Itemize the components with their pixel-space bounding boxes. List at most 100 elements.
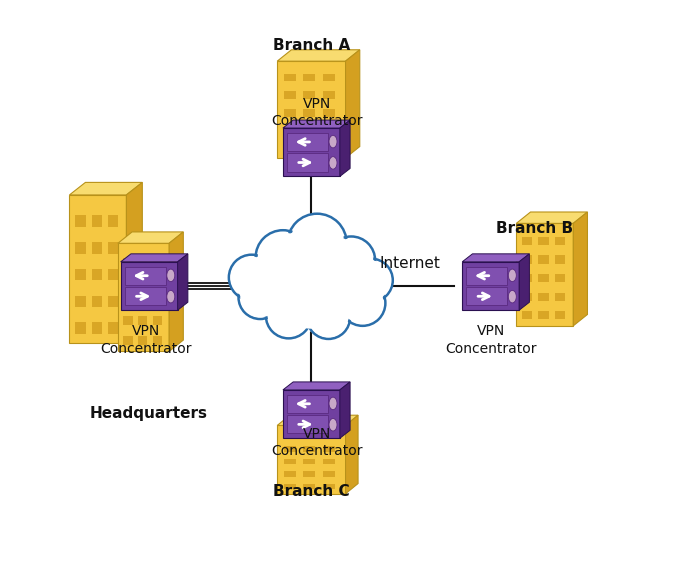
Polygon shape (127, 182, 142, 343)
Bar (108, 323, 118, 334)
Polygon shape (516, 212, 588, 224)
Text: Branch B: Branch B (496, 221, 573, 236)
Bar (323, 484, 335, 489)
Bar (284, 126, 296, 134)
Bar (555, 311, 565, 320)
Ellipse shape (166, 269, 175, 281)
Circle shape (266, 293, 311, 339)
Bar (555, 256, 565, 264)
Bar (539, 293, 549, 301)
Bar (75, 269, 86, 280)
Bar (75, 214, 86, 227)
Circle shape (263, 232, 360, 329)
Circle shape (240, 277, 280, 317)
Bar (284, 74, 296, 81)
Bar (92, 242, 102, 253)
Bar (323, 109, 335, 117)
Text: Internet: Internet (379, 256, 441, 271)
Bar (323, 459, 335, 464)
Polygon shape (277, 426, 346, 494)
Bar (284, 109, 296, 117)
Bar (539, 311, 549, 320)
Polygon shape (178, 254, 188, 310)
Ellipse shape (329, 136, 337, 148)
Text: VPN
Concentrator: VPN Concentrator (272, 427, 363, 458)
Circle shape (231, 256, 272, 299)
Bar (303, 126, 315, 134)
Bar (323, 434, 335, 439)
Bar (75, 323, 86, 334)
Polygon shape (283, 382, 350, 390)
Bar (153, 277, 162, 286)
Circle shape (229, 255, 274, 300)
Bar (108, 269, 118, 280)
Bar (108, 296, 118, 307)
Bar (522, 274, 532, 282)
Bar (303, 92, 315, 99)
Bar (522, 311, 532, 320)
Bar (303, 471, 315, 476)
Bar (284, 471, 296, 476)
Circle shape (342, 282, 384, 324)
FancyBboxPatch shape (466, 267, 508, 285)
Bar (123, 277, 133, 286)
Polygon shape (277, 50, 360, 61)
Bar (303, 446, 315, 452)
Ellipse shape (329, 419, 337, 431)
Bar (522, 237, 532, 245)
Bar (522, 293, 532, 301)
Polygon shape (121, 254, 188, 262)
Circle shape (268, 295, 309, 336)
Circle shape (351, 260, 391, 300)
Bar (153, 257, 162, 266)
Ellipse shape (508, 269, 516, 281)
Bar (153, 336, 162, 345)
Bar (108, 242, 118, 253)
Circle shape (350, 259, 393, 302)
Polygon shape (519, 254, 529, 310)
Bar (555, 274, 565, 282)
Bar (284, 484, 296, 489)
Bar (284, 92, 296, 99)
FancyBboxPatch shape (125, 287, 166, 305)
Bar (303, 434, 315, 439)
FancyBboxPatch shape (287, 395, 328, 413)
FancyBboxPatch shape (287, 153, 328, 172)
FancyBboxPatch shape (287, 415, 328, 434)
Bar (108, 214, 118, 227)
Text: Branch C: Branch C (273, 484, 350, 499)
Bar (138, 257, 147, 266)
Polygon shape (69, 195, 127, 343)
Polygon shape (346, 415, 358, 494)
Polygon shape (169, 232, 183, 351)
Circle shape (288, 214, 346, 273)
Bar (303, 74, 315, 81)
Text: VPN
Concentrator: VPN Concentrator (100, 324, 192, 356)
Ellipse shape (329, 397, 337, 410)
Bar (138, 277, 147, 286)
Circle shape (328, 236, 375, 284)
Bar (75, 296, 86, 307)
Bar (153, 316, 162, 325)
Bar (323, 92, 335, 99)
Ellipse shape (166, 291, 175, 303)
Bar (323, 446, 335, 452)
Circle shape (340, 280, 386, 326)
Circle shape (260, 229, 363, 332)
Bar (323, 74, 335, 81)
Bar (92, 214, 102, 227)
Bar (138, 297, 147, 305)
Bar (138, 316, 147, 325)
Bar (539, 274, 549, 282)
Bar (539, 256, 549, 264)
Bar (303, 109, 315, 117)
Text: Branch A: Branch A (273, 38, 350, 53)
Bar (555, 237, 565, 245)
Polygon shape (340, 382, 350, 438)
Bar (138, 336, 147, 345)
FancyBboxPatch shape (466, 287, 508, 305)
Polygon shape (277, 61, 346, 158)
Bar (303, 484, 315, 489)
Bar (522, 256, 532, 264)
Bar (92, 269, 102, 280)
